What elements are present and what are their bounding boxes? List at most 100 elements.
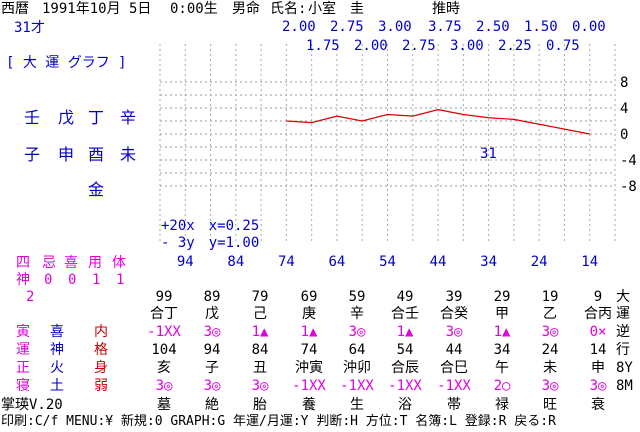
life-stage-cell: 旺 [543,397,557,413]
stem-mark-cell: 1▲ [251,324,269,340]
stem-mark-cell: 1▲ [300,324,318,340]
top-value: 2.00 [282,19,316,35]
row-label: 神 [50,342,64,358]
life-stage-cell: 墓 [157,397,171,413]
info-label-4: 用 [88,255,102,271]
top-value: 3.75 [428,19,462,35]
info-label-row2: 神 [16,272,30,288]
luck-branch-cell: 子 [205,360,219,376]
branch-mark-cell: 3◎ [155,378,173,394]
bottom-value: 2.00 [354,38,388,54]
luck-branch-cell: 沖寅 [295,360,323,376]
right-axis-label: 8M [616,378,633,394]
age-bottom-cell: 44 [445,342,463,358]
version-label: 掌瑛V.20 [1,397,63,413]
branch-day: 酉 [88,145,105,164]
bottom-value: 2.25 [498,38,532,54]
header-time: 0:00生 [170,1,218,17]
bottom-value: 1.75 [306,38,340,54]
life-stage-cell: 絶 [205,397,219,413]
branch-mark-cell: -1XX [292,378,326,394]
function-key-menu[interactable]: 印刷:C/f MENU:¥ 新規:0 GRAPH:G 年運/月運:Y 判断:H … [1,414,556,429]
fortune-series-line [286,109,590,135]
x-tick-label: 84 [227,254,244,270]
luck-stem-cell: 庚 [302,306,316,322]
stem-mark-cell: 3◎ [203,324,221,340]
life-stage-cell: 胎 [253,397,267,413]
age-bottom-cell: 74 [300,342,318,358]
right-axis-label: 大 [616,289,630,305]
y-tick-label: 4 [620,101,628,117]
age-bottom-cell: 64 [348,342,366,358]
x-tick-label: 54 [379,254,396,270]
age-top-cell: 59 [348,289,366,305]
y-tick-label: 0 [620,127,628,143]
top-value: 0.00 [572,19,606,35]
age-top-cell: 19 [541,289,559,305]
branch-hour: 未 [120,145,137,164]
info-label-5: 体 [112,255,126,271]
branch-mark-cell: 3◎ [251,378,269,394]
day-element: 金 [88,180,105,199]
luck-stem-cell: 乙 [543,306,557,322]
row-label: 身 [94,360,108,376]
age-bottom-cell: 94 [203,342,221,358]
branch-mark-cell: 3◎ [589,378,607,394]
luck-branch-cell: 沖卯 [343,360,371,376]
stem-mark-cell: 1▲ [396,324,414,340]
row-label: 正 [16,360,30,376]
age-top-cell: 39 [445,289,463,305]
life-stage-cell: 帯 [447,397,461,413]
x-tick-label: 14 [581,254,598,270]
right-axis-label: 逆 [616,324,630,340]
age-top-cell: 49 [396,289,414,305]
top-value: 2.50 [476,19,510,35]
age-top-cell: 9 [593,289,603,305]
luck-branch-cell: 丑 [253,360,267,376]
age-bottom-cell: 24 [541,342,559,358]
stem-year: 壬 [24,108,41,127]
right-axis-label: 8Y [616,360,633,376]
top-value: 1.50 [524,19,558,35]
luck-branch-cell: 申 [591,360,605,376]
row-label: 喜 [50,324,64,340]
header-calendar: 西暦 [1,1,29,17]
stem-month: 戊 [58,108,75,127]
y-tick-label: -8 [620,179,637,195]
life-stage-cell: 衰 [591,397,605,413]
bottom-value: 3.00 [450,38,484,54]
row-label: 土 [50,378,64,394]
stem-mark-cell: 3◎ [348,324,366,340]
row-label: 運 [16,342,30,358]
row-label: 格 [94,342,108,358]
luck-branch-cell: 未 [543,360,557,376]
right-axis-label: 行 [616,342,630,358]
right-axis-label: 運 [616,306,630,322]
graph-title: [ 大 運 グラフ ] [6,55,127,71]
stem-mark-cell: 1▲ [493,324,511,340]
header-inferred-time: 推時 [432,1,460,17]
x-tick-label: 44 [430,254,447,270]
luck-stem-cell: 辛 [350,306,364,322]
current-age-marker: 31 [480,146,497,162]
branch-mark-cell: -1XX [437,378,471,394]
info-value-3: 1 [92,272,101,288]
age-top-cell: 29 [493,289,511,305]
luck-stem-cell: 合丁 [150,306,178,322]
luck-stem-cell: 合丙 [584,306,612,322]
top-value: 2.75 [330,19,364,35]
luck-stem-cell: 己 [253,306,267,322]
luck-stem-cell: 戊 [205,306,219,322]
row-label: 寅 [16,324,30,340]
x-tick-label: 94 [177,254,194,270]
row-label: 火 [50,360,64,376]
info-label-2: 忌 [42,255,56,271]
age-bottom-cell: 14 [589,342,607,358]
bottom-value: 0.75 [546,38,580,54]
header-date: 1991年10月 5日 [42,1,152,17]
branch-mark-cell: 3◎ [203,378,221,394]
life-stage-cell: 養 [302,397,316,413]
age-bottom-cell: 54 [396,342,414,358]
info-value-1: 0 [44,272,53,288]
